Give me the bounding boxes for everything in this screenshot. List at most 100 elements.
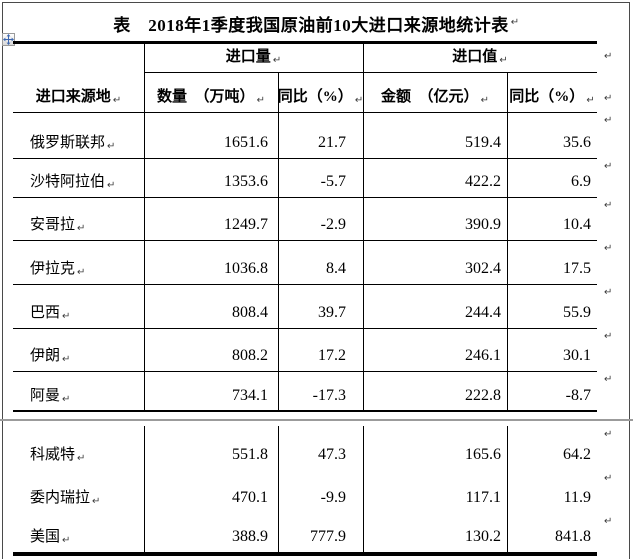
amount-yoy-cell: 17.5: [563, 260, 591, 277]
table-row: 巴西 ↵ 808.4 39.7 244.4 55.9 ↵: [13, 284, 612, 328]
table-row: 美国 ↵ 388.9 777.9 130.2 841.8 ↵: [13, 513, 612, 552]
qty-yoy-cell: -2.9: [320, 216, 346, 233]
amount-yoy-cell: 64.2: [563, 446, 591, 463]
grid-line: [144, 72, 597, 73]
amount-yoy-cell: 10.4: [563, 216, 591, 233]
source-name: 委内瑞拉: [30, 490, 91, 506]
paragraph-mark: ↵: [77, 267, 86, 278]
paragraph-mark: ↵: [62, 535, 71, 546]
outer-border-left: [2, 2, 3, 559]
table-row: 阿曼 ↵ 734.1 -17.3 222.8 -8.7 ↵: [13, 371, 612, 411]
amount-cell: 222.8: [465, 387, 501, 404]
source-name: 沙特阿拉伯: [30, 174, 106, 190]
amount-cell: 422.2: [465, 173, 501, 190]
header-source-cell: 进口来源地 ↵: [13, 43, 144, 112]
grid-line: [13, 284, 597, 285]
grid-line: [13, 41, 597, 44]
page-break-line: [0, 419, 633, 421]
paragraph-mark: ↵: [510, 17, 520, 28]
source-name: 美国: [30, 529, 61, 545]
paragraph-mark: ↵: [62, 311, 71, 322]
table-move-handle-icon[interactable]: [2, 33, 15, 46]
qty-cell: 1651.6: [224, 134, 268, 151]
source-cell: 伊朗 ↵: [13, 328, 144, 371]
qty-cell: 1353.6: [224, 173, 268, 190]
header-amount-cell: 金额 （亿元） ↵: [363, 72, 507, 112]
four-way-arrow-icon: [3, 34, 14, 45]
amount-cell: 244.4: [465, 304, 501, 321]
end-of-row-mark: ↵: [604, 429, 613, 440]
paragraph-mark: ↵: [62, 394, 71, 405]
source-cell: 阿曼 ↵: [13, 371, 144, 411]
qty-cell: 1036.8: [224, 260, 268, 277]
table-row: 安哥拉 ↵ 1249.7 -2.9 390.9 10.4 ↵: [13, 197, 612, 240]
paragraph-mark: ↵: [499, 55, 508, 66]
qty-yoy-cell: 39.7: [318, 304, 346, 321]
source-name: 安哥拉: [30, 217, 76, 233]
end-of-row-mark: ↵: [604, 93, 613, 104]
grid-line: [363, 426, 364, 552]
amount-yoy-cell: -8.7: [565, 387, 591, 404]
paragraph-mark: ↵: [77, 223, 86, 234]
end-of-row-mark: ↵: [604, 200, 613, 211]
table-row: 沙特阿拉伯 ↵ 1353.6 -5.7 422.2 6.9 ↵: [13, 158, 612, 197]
table-row: 俄罗斯联邦 ↵ 1651.6 21.7 519.4 35.6 ↵: [13, 112, 612, 158]
end-of-row-mark: ↵: [604, 473, 613, 484]
header-amount-label: 金额 （亿元）: [381, 89, 479, 105]
qty-cell: 388.9: [232, 528, 268, 545]
grid-line: [278, 426, 279, 552]
grid-line: [144, 43, 145, 411]
end-of-row-mark: ↵: [604, 287, 613, 298]
qty-yoy-cell: 17.2: [318, 347, 346, 364]
outer-border-top: [2, 2, 630, 3]
amount-cell: 117.1: [465, 489, 501, 506]
grid-line: [363, 43, 364, 411]
grid-line: [13, 240, 597, 241]
qty-cell: 808.4: [232, 304, 268, 321]
header-qty-yoy-cell: 同比（%） ↵: [278, 72, 363, 112]
paragraph-mark: ↵: [107, 180, 116, 191]
header-volume-group-cell: 进口量 ↵: [144, 43, 363, 72]
paragraph-mark: ↵: [480, 95, 489, 106]
source-name: 巴西: [30, 305, 61, 321]
header-qty-yoy-label: 同比（%）: [277, 89, 353, 105]
grid-line: [13, 552, 597, 556]
end-of-row-mark: ↵: [604, 331, 613, 342]
end-of-row-mark: ↵: [604, 161, 613, 172]
source-cell: 委内瑞拉 ↵: [13, 470, 144, 513]
source-name: 伊拉克: [30, 261, 76, 277]
grid-line: [13, 410, 597, 412]
qty-yoy-cell: -9.9: [320, 489, 346, 506]
grid-line: [278, 72, 279, 411]
source-cell: 沙特阿拉伯 ↵: [13, 158, 144, 197]
amount-yoy-cell: 35.6: [563, 134, 591, 151]
source-cell: 美国 ↵: [13, 513, 144, 552]
end-of-row-mark: ↵: [604, 51, 613, 62]
source-cell: 巴西 ↵: [13, 284, 144, 328]
header-amount-yoy-cell: 同比（%） ↵: [507, 72, 597, 112]
end-of-row-mark: ↵: [604, 243, 613, 254]
amount-cell: 130.2: [465, 528, 501, 545]
qty-yoy-cell: -17.3: [312, 387, 346, 404]
grid-line: [13, 371, 597, 372]
source-cell: 安哥拉 ↵: [13, 197, 144, 240]
amount-yoy-cell: 55.9: [563, 304, 591, 321]
grid-line: [13, 112, 597, 113]
paragraph-mark: ↵: [112, 95, 122, 106]
end-of-row-mark: ↵: [604, 516, 613, 527]
amount-yoy-cell: 11.9: [563, 489, 591, 506]
header-qty-label: 数量 （万吨）: [157, 89, 255, 105]
grid-line: [507, 72, 508, 411]
header-qty-cell: 数量 （万吨） ↵: [144, 72, 278, 112]
qty-yoy-cell: 21.7: [318, 134, 346, 151]
header-volume-group-label: 进口量: [225, 49, 271, 65]
amount-yoy-cell: 6.9: [571, 173, 591, 190]
outer-border-right: [629, 2, 630, 559]
paragraph-mark: ↵: [256, 95, 265, 106]
qty-yoy-cell: 8.4: [326, 260, 346, 277]
end-of-row-mark: ↵: [604, 374, 613, 385]
qty-cell: 808.2: [232, 347, 268, 364]
table-row: 伊拉克 ↵ 1036.8 8.4 302.4 17.5 ↵: [13, 240, 612, 284]
amount-cell: 165.6: [465, 446, 501, 463]
